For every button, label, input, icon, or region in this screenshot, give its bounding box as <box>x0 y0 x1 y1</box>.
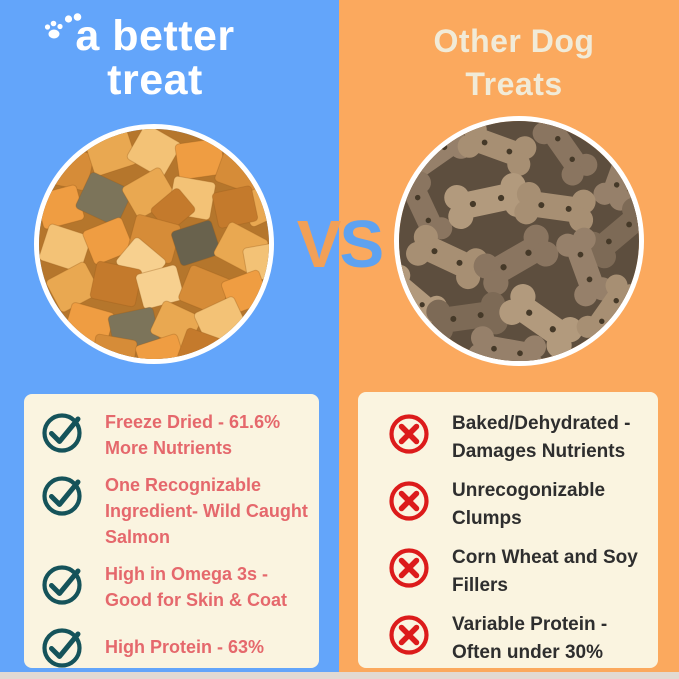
check-circle-icon <box>42 476 82 516</box>
vs-badge: VS <box>264 210 415 280</box>
bone-biscuits-photo <box>399 121 639 361</box>
salmon-photo-circle <box>34 124 274 364</box>
competitor-title-line2: Treats <box>465 66 563 102</box>
brand-name-line1: a better <box>75 12 235 60</box>
pro-item-text: High Protein - 63% <box>105 637 265 657</box>
con-list-item: Corn Wheat and Soy Fillers <box>386 544 652 600</box>
pro-list-item: High in Omega 3s - Good for Skin & Coat <box>39 561 311 613</box>
pro-list-item: Freeze Dried - 61.6% More Nutrients <box>39 409 311 461</box>
con-item-text: Unrecogonizable Clumps <box>452 480 606 529</box>
con-item-text: Variable Protein - Often under 30% <box>452 614 608 663</box>
biscuit-photo-circle <box>394 116 644 366</box>
brand-pros-panel: Freeze Dried - 61.6% More Nutrients One … <box>24 394 319 668</box>
check-circle-icon <box>42 628 82 668</box>
competitor-title-line1: Other Dog <box>433 23 595 59</box>
con-list-item: Unrecogonizable Clumps <box>386 477 652 533</box>
pro-item-text: Freeze Dried - 61.6% More Nutrients <box>105 412 281 458</box>
competitor-cons-panel: Baked/Dehydrated - Damages Nutrients Unr… <box>358 392 658 668</box>
check-circle-icon <box>42 413 82 453</box>
x-circle-icon <box>389 481 429 521</box>
x-circle-icon <box>389 414 429 454</box>
paw-print-icon <box>44 13 82 39</box>
con-item-text: Corn Wheat and Soy Fillers <box>452 547 638 596</box>
vs-letter-v: V <box>296 207 342 282</box>
x-circle-icon <box>389 548 429 588</box>
con-list-item: Baked/Dehydrated - Damages Nutrients <box>386 410 652 466</box>
pro-list-item: One Recognizable Ingredient- Wild Caught… <box>39 472 311 550</box>
pro-item-text: One Recognizable Ingredient- Wild Caught… <box>105 475 308 547</box>
freeze-dried-salmon-photo <box>39 129 269 359</box>
check-circle-icon <box>42 565 82 605</box>
con-list-item: Variable Protein - Often under 30% <box>386 611 652 667</box>
vs-letter-s: S <box>339 207 385 282</box>
brand-name-line2: treat <box>107 56 203 104</box>
x-circle-icon <box>389 615 429 655</box>
brand-logo: a better treat <box>0 14 310 102</box>
con-item-text: Baked/Dehydrated - Damages Nutrients <box>452 413 631 462</box>
pro-item-text: High in Omega 3s - Good for Skin & Coat <box>105 564 287 610</box>
pro-list-item: High Protein - 63% <box>39 624 311 671</box>
page-bottom-strip <box>0 672 679 679</box>
competitor-title: Other Dog Treats <box>349 20 679 106</box>
